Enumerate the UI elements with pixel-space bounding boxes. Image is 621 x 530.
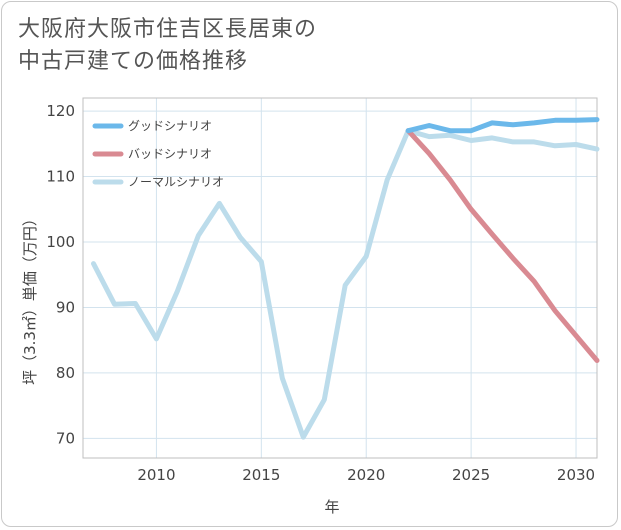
legend-label: ノーマルシナリオ — [128, 175, 224, 189]
legend-label: バッドシナリオ — [128, 147, 212, 161]
y-tick-label: 80 — [56, 364, 75, 382]
chart-title-line2: 中古戸建ての価格推移 — [18, 49, 249, 74]
x-tick-label: 2020 — [347, 466, 385, 484]
x-tick-label: 2030 — [557, 466, 595, 484]
y-tick-label: 110 — [46, 168, 75, 186]
y-tick-label: 120 — [46, 102, 75, 120]
series-line-1 — [405, 128, 600, 363]
x-tick-label: 2015 — [242, 466, 280, 484]
series-line-2 — [91, 128, 600, 440]
y-tick-label: 70 — [56, 429, 75, 447]
x-axis-label: 年 — [324, 498, 339, 516]
y-tick-label: 90 — [56, 298, 75, 316]
series-line-0 — [405, 117, 600, 134]
chart-title: 大阪府大阪市住吉区長居東の 中古戸建ての価格推移 — [18, 14, 317, 78]
legend-label: グッドシナリオ — [128, 119, 212, 133]
x-tick-label: 2010 — [137, 466, 175, 484]
x-tick-label: 2025 — [452, 466, 490, 484]
plot-area-border — [82, 97, 598, 459]
chart-title-line1: 大阪府大阪市住吉区長居東の — [18, 17, 318, 42]
axis-ticks: 70 80 90 100 110 120 2010 2015 2020 2025 2030 — [46, 102, 595, 484]
series-lines — [91, 117, 600, 440]
y-tick-label: 100 — [46, 233, 75, 251]
y-axis-label: 坪（3.3㎡）単価（万円） — [21, 211, 39, 385]
